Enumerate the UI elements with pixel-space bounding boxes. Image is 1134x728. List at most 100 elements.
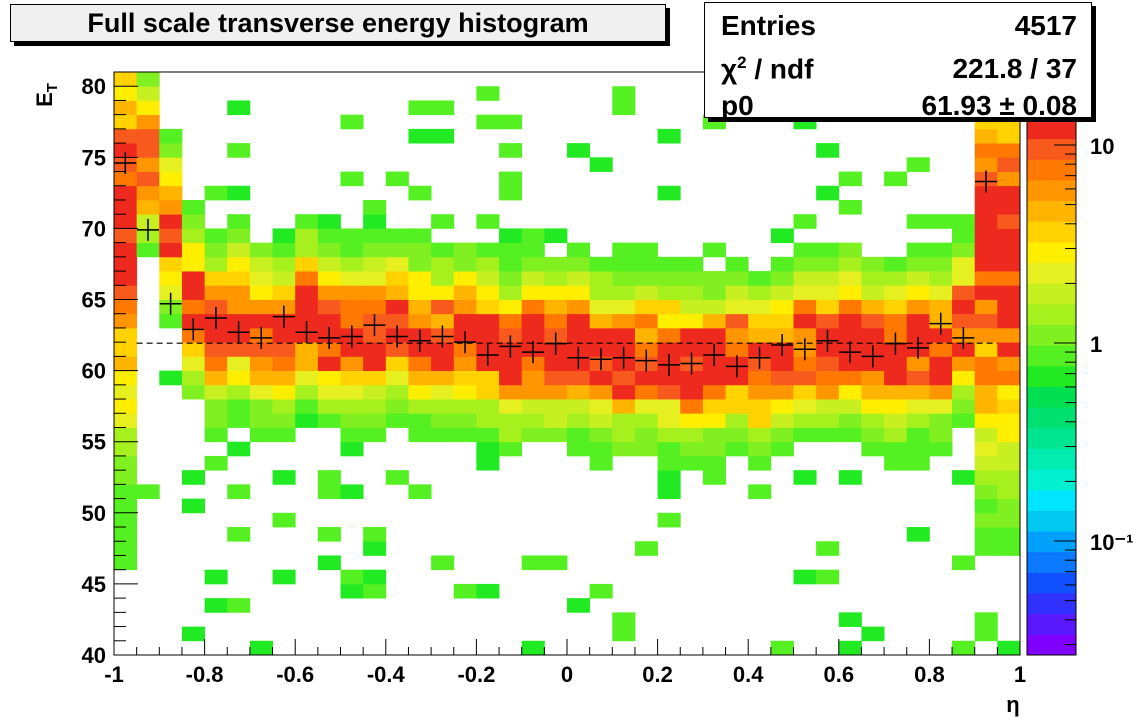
heatmap-cell [499,228,523,244]
heatmap-cell [929,327,953,343]
heatmap-cell [702,114,726,130]
heatmap-cell [567,384,591,400]
heatmap-cell [612,313,636,329]
heatmap-cell [272,285,296,300]
heatmap-cell [363,399,387,414]
heatmap-cell [748,285,772,300]
heatmap-cell [974,256,998,272]
heatmap-cell [634,242,658,258]
heatmap-cell [816,242,840,258]
chi2-exponent: 2 [737,53,747,72]
heatmap-cell [159,285,183,300]
heatmap-cell [204,285,228,300]
colorbar-tick-label: 1 [1090,332,1102,357]
heatmap-cell [340,569,364,585]
heatmap-cell [159,228,183,244]
heatmap-cell [770,413,794,428]
heatmap-cell [204,185,228,201]
heatmap-cell [385,228,409,244]
chi2-value: 221.8 / 37 [952,53,1077,85]
heatmap-cell [612,285,636,300]
heatmap-cell [544,256,568,272]
heatmap-cell [544,271,568,286]
heatmap-cell [499,299,523,315]
heatmap-cell [499,313,523,329]
heatmap-cell [114,256,138,272]
colorbar-swatch [1027,613,1076,635]
heatmap-cell [748,413,772,428]
heatmap-cell [408,128,432,144]
profile-point [635,349,658,372]
heatmap-cell [861,427,885,443]
heatmap-cell [884,413,908,428]
heatmap-cell [793,256,817,272]
heatmap-cell [476,399,500,414]
heatmap-cell [702,455,726,471]
heatmap-cell [657,427,681,443]
heatmap-cell [634,370,658,386]
heatmap-cell [499,285,523,300]
heatmap-cell [748,313,772,329]
heatmap-cell [114,555,138,571]
heatmap-cell [974,498,998,514]
heatmap-cell [453,427,477,443]
heatmap-cell [974,384,998,400]
heatmap-cell [317,370,341,386]
heatmap-cell [702,271,726,286]
heatmap-cell [748,299,772,315]
chart-title: Full scale transverse energy histogram [10,4,666,42]
heatmap-cell [317,384,341,400]
chart-title-text: Full scale transverse energy histogram [87,7,589,38]
heatmap-cell [114,171,138,187]
heatmap-cell [680,285,704,300]
heatmap-cell [249,271,273,286]
heatmap-cell [929,399,953,414]
heatmap-cell [114,484,138,499]
heatmap-cell [974,413,998,428]
heatmap-cell [227,441,251,457]
heatmap-cell [317,484,341,499]
heatmap-cell [340,271,364,286]
stats-entries-row: Entries 4517 [721,7,1077,44]
heatmap-cell [793,271,817,286]
colorbar-swatch [1027,200,1076,222]
colorbar: 10 1 10⁻¹ [1026,117,1133,656]
heatmap-cell [793,384,817,400]
heatmap-cell [317,242,341,258]
heatmap-cell [295,242,319,258]
heatmap-cell [974,342,998,357]
heatmap-cell [114,185,138,201]
heatmap-cell [159,214,183,229]
heatmap-cell [227,384,251,400]
heatmap-cell [272,242,296,258]
heatmap-cell [363,242,387,258]
heatmap-cell [997,171,1021,187]
heatmap-cell [385,256,409,272]
heatmap-cell [567,413,591,428]
heatmap-cell [204,228,228,244]
heatmap-cell [340,313,364,329]
heatmap-cell [974,285,998,300]
x-tick-label: 0.2 [642,662,673,687]
heatmap-cell [657,256,681,272]
heatmap-cell [702,413,726,428]
heatmap-cell [748,484,772,499]
heatmap-cell [634,399,658,414]
colorbar-swatch [1027,241,1076,264]
heatmap-cell [906,271,930,286]
heatmap-cell [974,199,998,215]
heatmap-cell [816,143,840,158]
profile-point [159,292,182,315]
profile-point [657,353,680,376]
heatmap-cell [838,612,862,627]
heatmap-cell [340,171,364,187]
heatmap-cell [363,541,387,556]
heatmap-cell [657,484,681,499]
heatmap-cell [634,313,658,329]
heatmap-cell [748,455,772,471]
heatmap-cell [612,327,636,343]
heatmap-cell [249,299,273,315]
heatmap-cell [114,413,138,428]
heatmap-cell [997,114,1021,130]
